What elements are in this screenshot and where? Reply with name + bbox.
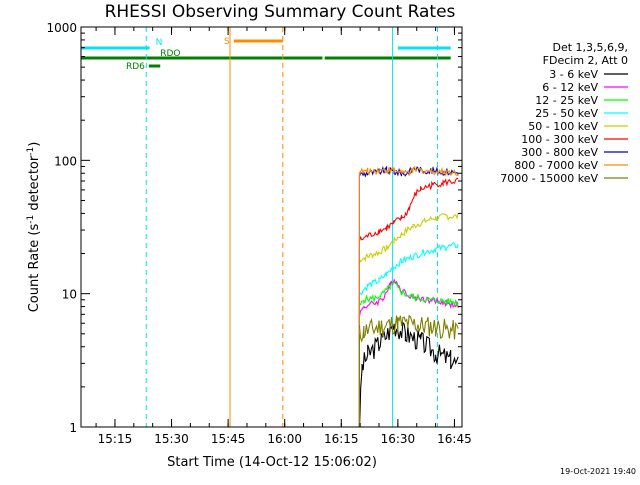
- series-line: [359, 280, 459, 307]
- timestamp: 19-Oct-2021 19:40: [560, 467, 636, 476]
- legend: Det 1,3,5,6,9,FDecim 2, Att 03 - 6 keV6 …: [500, 41, 628, 185]
- legend-entry-label: 3 - 6 keV: [549, 68, 598, 81]
- legend-entry-label: 50 - 100 keV: [528, 120, 598, 133]
- series-line: [358, 314, 459, 343]
- x-tick-label: 15:30: [154, 432, 189, 446]
- legend-header-line: Det 1,3,5,6,9,: [552, 41, 628, 54]
- x-tick-label: 16:15: [324, 432, 359, 446]
- series-line: [358, 166, 459, 178]
- flag-label-rdo: RDO: [160, 49, 180, 59]
- legend-entry-label: 800 - 7000 keV: [514, 159, 598, 172]
- series-line: [359, 321, 459, 427]
- x-tick-label: 15:45: [211, 432, 246, 446]
- y-tick-label: 10: [62, 288, 77, 302]
- y-tick-label: 100: [54, 154, 77, 168]
- series-line: [358, 213, 459, 263]
- x-tick-label: 16:30: [381, 432, 416, 446]
- y-tick-label: 1000: [46, 21, 77, 35]
- flag-label-n: N: [156, 38, 163, 48]
- vertical-lines-layer: [145, 27, 438, 427]
- flag-label-rd6: RD6: [126, 62, 145, 72]
- legend-entry-label: 25 - 50 keV: [535, 107, 598, 120]
- legend-entry-label: 6 - 12 keV: [542, 81, 598, 94]
- legend-entry-label: 300 - 800 keV: [521, 146, 598, 159]
- x-axis-label: Start Time (14-Oct-12 15:06:02): [167, 455, 377, 470]
- x-tick-label: 15:15: [98, 432, 133, 446]
- legend-entry-label: 12 - 25 keV: [535, 94, 598, 107]
- x-tick-label: 16:45: [437, 432, 472, 446]
- chart-title: RHESSI Observing Summary Count Rates: [105, 2, 456, 22]
- series-line: [358, 177, 459, 242]
- flag-label-s: S: [224, 37, 230, 47]
- series-group: [358, 165, 459, 427]
- legend-header-line: FDecim 2, Att 0: [543, 54, 628, 67]
- y-tick-label: 1: [69, 421, 77, 435]
- plot-frame: [80, 26, 463, 428]
- axes-layer: 15:15 15:30 15:45 16:00 16:15 16:30 16:45 1 10 10…: [46, 21, 471, 446]
- legend-entry-label: 100 - 300 keV: [521, 133, 598, 146]
- series-line: [358, 242, 459, 296]
- x-tick-label: 16:00: [267, 432, 302, 446]
- y-axis-label: Count Rate (s-1 detector-1): [26, 142, 42, 313]
- series-layer: [358, 165, 459, 427]
- legend-entry-label: 7000 - 15000 keV: [500, 172, 598, 185]
